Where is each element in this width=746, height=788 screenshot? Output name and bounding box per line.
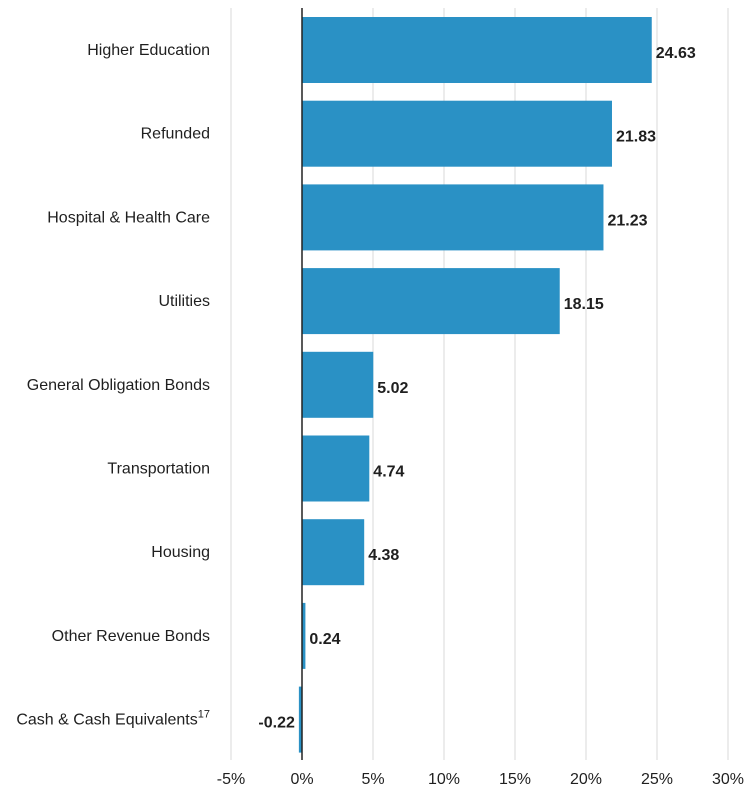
value-label: 21.83: [616, 129, 656, 146]
category-label: Housing: [151, 544, 210, 561]
x-tick-label: 5%: [361, 771, 384, 788]
value-label: 4.74: [373, 464, 404, 481]
x-tick-label: 25%: [641, 771, 673, 788]
category-label: Other Revenue Bonds: [52, 628, 210, 645]
bar: [302, 351, 374, 418]
value-label: 0.24: [309, 631, 340, 648]
bar: [302, 435, 370, 502]
category-label: Utilities: [158, 293, 210, 310]
x-tick-label: 0%: [290, 771, 313, 788]
value-labels: 24.63 21.83 21.23 18.15 5.02 4.74 4.38 0.24 -0.2…: [258, 45, 695, 732]
category-label: Cash & Cash Equivalents17: [16, 709, 210, 729]
value-label: 18.15: [564, 296, 604, 313]
value-label: 4.38: [368, 547, 399, 564]
bar: [302, 184, 604, 251]
category-label: Hospital & Health Care: [47, 209, 210, 226]
category-label: General Obligation Bonds: [27, 377, 210, 394]
category-labels: Higher Education Refunded Hospital & Healt…: [16, 42, 210, 729]
value-label: -0.22: [258, 715, 295, 732]
value-label: 21.23: [607, 212, 647, 229]
value-label: 24.63: [656, 45, 696, 62]
x-tick-label: 30%: [712, 771, 744, 788]
bars: [298, 17, 652, 753]
bar: [302, 519, 365, 586]
x-tick-label: -5%: [217, 771, 245, 788]
x-tick-label: 10%: [428, 771, 460, 788]
bar: [302, 17, 652, 83]
bar: [302, 268, 560, 335]
category-label: Higher Education: [87, 42, 210, 59]
category-label: Transportation: [107, 461, 210, 478]
bar: [302, 602, 306, 669]
x-axis-tick-labels: -5% 0% 5% 10% 15% 20% 25% 30%: [217, 771, 744, 788]
x-tick-label: 20%: [570, 771, 602, 788]
x-tick-label: 15%: [499, 771, 531, 788]
bar: [302, 100, 612, 167]
bar: [298, 686, 302, 753]
category-label: Refunded: [141, 126, 210, 143]
value-label: 5.02: [377, 380, 408, 397]
